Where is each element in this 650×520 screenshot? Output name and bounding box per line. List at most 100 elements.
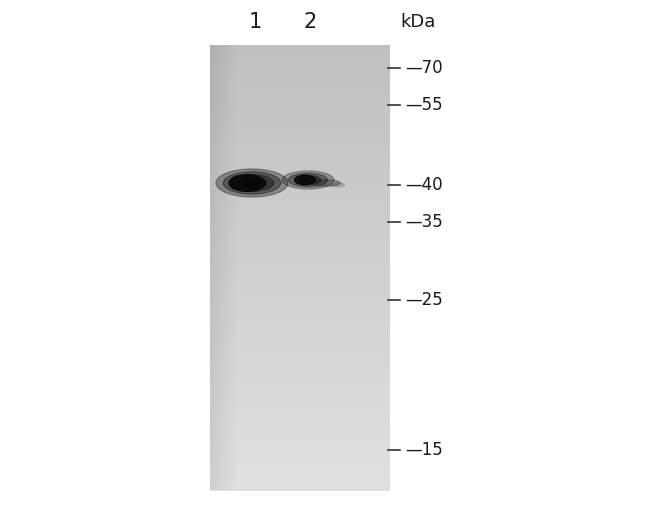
Bar xyxy=(210,483,390,486)
Bar xyxy=(210,176,390,179)
Text: —35: —35 xyxy=(405,213,443,231)
Text: —70: —70 xyxy=(405,59,443,77)
Bar xyxy=(210,454,390,457)
Bar xyxy=(225,45,226,490)
Bar xyxy=(210,479,390,482)
Ellipse shape xyxy=(282,171,334,189)
Bar xyxy=(210,98,390,101)
Bar xyxy=(210,468,390,471)
Bar xyxy=(216,45,218,490)
Bar xyxy=(210,326,390,328)
Text: 1: 1 xyxy=(248,12,261,32)
Bar xyxy=(210,263,390,266)
Bar xyxy=(210,87,390,90)
Bar xyxy=(210,270,390,272)
Bar xyxy=(210,323,390,326)
Ellipse shape xyxy=(229,175,265,191)
Bar xyxy=(210,85,390,88)
Bar xyxy=(210,96,390,99)
Bar xyxy=(210,101,390,103)
Bar xyxy=(210,45,390,48)
Bar xyxy=(210,481,390,484)
Bar xyxy=(210,159,390,161)
Bar xyxy=(213,45,214,490)
Bar xyxy=(210,141,390,144)
Bar xyxy=(210,419,390,422)
Bar xyxy=(210,423,390,426)
Bar xyxy=(222,45,224,490)
Bar xyxy=(210,49,390,52)
Bar xyxy=(210,330,390,332)
Bar xyxy=(210,390,390,393)
Bar xyxy=(210,185,390,188)
Bar xyxy=(210,406,390,408)
Bar xyxy=(210,241,390,243)
Bar xyxy=(231,45,233,490)
Bar xyxy=(220,45,221,490)
Ellipse shape xyxy=(238,177,266,189)
Bar xyxy=(210,67,390,70)
Bar xyxy=(210,147,390,150)
Text: 2: 2 xyxy=(304,12,317,32)
Bar xyxy=(210,51,390,55)
Bar xyxy=(210,237,390,239)
Bar xyxy=(210,172,390,175)
Bar xyxy=(210,107,390,110)
Bar xyxy=(210,307,390,310)
Bar xyxy=(210,368,390,370)
Text: —15: —15 xyxy=(405,441,443,459)
Ellipse shape xyxy=(216,169,288,197)
Bar xyxy=(210,248,390,250)
Bar xyxy=(210,379,390,382)
Bar xyxy=(210,372,390,375)
Bar xyxy=(210,174,390,177)
Bar xyxy=(210,303,390,306)
Bar xyxy=(210,154,390,157)
Bar xyxy=(210,290,390,292)
Bar xyxy=(210,374,390,377)
Bar xyxy=(210,279,390,281)
Bar xyxy=(229,45,230,490)
Bar xyxy=(210,370,390,372)
Bar xyxy=(210,110,390,112)
Bar xyxy=(210,265,390,268)
Bar xyxy=(210,216,390,219)
Bar xyxy=(210,250,390,252)
Bar xyxy=(210,301,390,304)
Bar xyxy=(230,45,231,490)
Bar xyxy=(210,63,390,66)
Bar xyxy=(210,143,390,146)
Bar xyxy=(210,461,390,464)
Bar xyxy=(210,123,390,126)
Bar xyxy=(210,319,390,321)
Bar xyxy=(210,437,390,439)
Bar xyxy=(210,343,390,346)
Bar xyxy=(210,194,390,197)
Bar xyxy=(210,58,390,61)
Bar xyxy=(210,47,390,50)
Bar xyxy=(210,457,390,459)
Bar xyxy=(210,134,390,137)
Bar xyxy=(210,354,390,357)
Bar xyxy=(210,310,390,313)
Bar xyxy=(210,150,390,152)
Bar xyxy=(214,45,215,490)
Bar xyxy=(210,488,390,490)
Bar xyxy=(210,397,390,399)
Bar xyxy=(221,45,222,490)
Bar xyxy=(210,203,390,206)
Bar xyxy=(210,89,390,92)
Bar xyxy=(210,448,390,450)
Bar xyxy=(210,463,390,466)
Bar xyxy=(210,486,390,488)
Bar xyxy=(210,201,390,203)
Bar xyxy=(210,167,390,170)
Bar xyxy=(210,245,390,248)
Bar xyxy=(210,121,390,123)
Bar xyxy=(210,125,390,128)
Bar xyxy=(210,267,390,270)
Bar xyxy=(210,361,390,363)
Bar xyxy=(210,45,211,490)
Bar xyxy=(210,359,390,361)
Bar xyxy=(210,441,390,444)
